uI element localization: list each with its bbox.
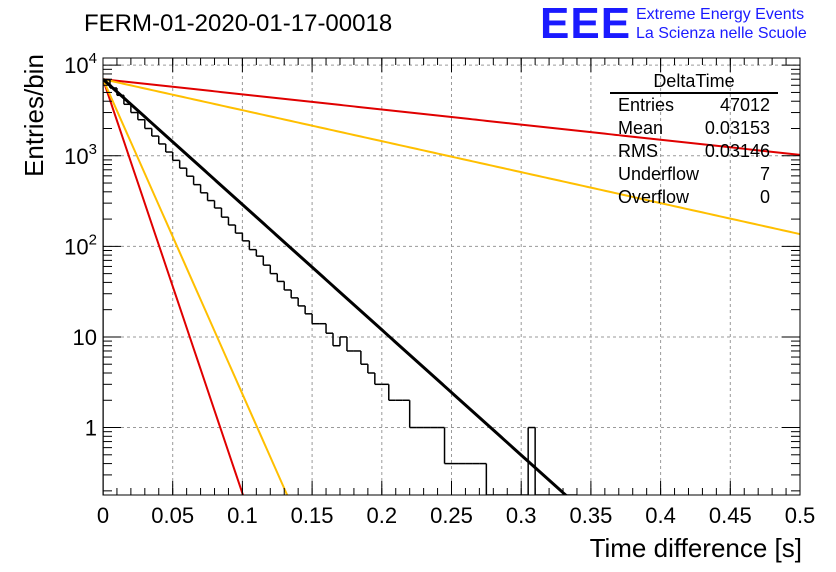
stats-row-overflow: Overflow 0 bbox=[610, 186, 778, 209]
x-tick-label: 0.25 bbox=[430, 503, 473, 528]
x-tick-label: 0 bbox=[97, 503, 109, 528]
y-tick-label: 103 bbox=[64, 141, 97, 169]
axes: 0 0.05 0.1 0.15 0.2 0.25 0.3 0.35 0.4 0.45 0.5 1 10 1… bbox=[64, 50, 815, 528]
x-tick-label: 0.05 bbox=[151, 503, 194, 528]
stats-label: RMS bbox=[618, 141, 658, 161]
reference-curves bbox=[103, 78, 800, 495]
stats-row-underflow: Underflow 7 bbox=[610, 163, 778, 186]
x-tick-label: 0.5 bbox=[785, 503, 816, 528]
plot-title: FERM-01-2020-01-17-00018 bbox=[84, 10, 393, 37]
y-tick-exponent: 3 bbox=[89, 141, 97, 158]
logo-mark: EEE bbox=[540, 0, 632, 48]
stats-title: DeltaTime bbox=[610, 70, 778, 94]
stats-row-entries: Entries 47012 bbox=[610, 94, 778, 117]
reference-line bbox=[103, 78, 800, 156]
stats-value: 47012 bbox=[719, 95, 770, 115]
stats-label: Underflow bbox=[618, 164, 700, 184]
reference-line bbox=[103, 78, 245, 495]
x-tick-label: 0.35 bbox=[569, 503, 612, 528]
fit-line bbox=[103, 78, 568, 495]
stats-box: DeltaTime Entries 47012 Mean 0.03153 RMS… bbox=[610, 70, 778, 209]
y-tick-label: 102 bbox=[64, 231, 97, 259]
plot-frame bbox=[102, 57, 801, 496]
x-axis-label: Time difference [s] bbox=[589, 533, 802, 563]
x-tick-label: 0.3 bbox=[506, 503, 537, 528]
x-tick-label: 0.2 bbox=[367, 503, 398, 528]
stats-label: Overflow bbox=[618, 187, 690, 207]
reference-line bbox=[103, 78, 289, 495]
stats-label: Entries bbox=[618, 95, 675, 115]
y-tick-exponent: 2 bbox=[89, 231, 97, 248]
y-axis-label: Entries/bin bbox=[18, 53, 49, 177]
stats-label: Mean bbox=[618, 118, 664, 138]
y-tick-label: 10 bbox=[73, 325, 97, 350]
stats-value: 0.03153 bbox=[704, 118, 770, 138]
y-tick-label: 104 bbox=[64, 50, 97, 78]
stats-value: 0 bbox=[759, 187, 770, 207]
x-tick-label: 0.4 bbox=[645, 503, 676, 528]
y-tick-exponent: 4 bbox=[89, 50, 97, 67]
y-tick-label: 1 bbox=[85, 416, 97, 441]
x-tick-label: 0.45 bbox=[709, 503, 752, 528]
stats-row-mean: Mean 0.03153 bbox=[610, 117, 778, 140]
logo-line-2: La Scienza nelle Scuole bbox=[636, 25, 807, 42]
logo-line-1: Extreme Energy Events bbox=[636, 6, 805, 23]
histogram bbox=[103, 79, 577, 495]
x-tick-label: 0.15 bbox=[291, 503, 334, 528]
reference-line bbox=[103, 78, 800, 236]
stats-value: 0.03146 bbox=[704, 141, 770, 161]
stats-value: 7 bbox=[759, 164, 770, 184]
stats-row-rms: RMS 0.03146 bbox=[610, 140, 778, 163]
x-tick-label: 0.1 bbox=[227, 503, 258, 528]
fit-curve bbox=[103, 78, 568, 495]
